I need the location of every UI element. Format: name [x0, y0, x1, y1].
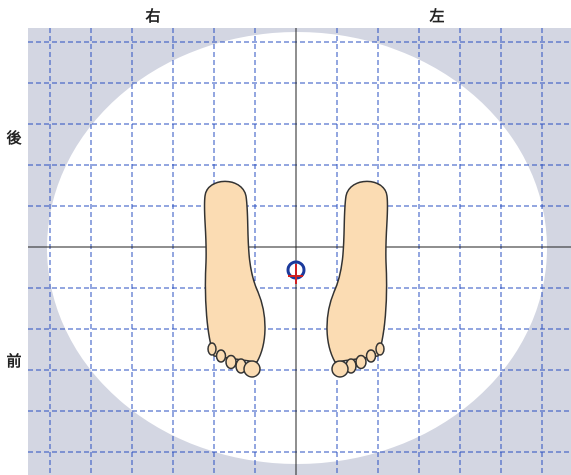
- label-left: 左: [428, 7, 444, 25]
- big-toe: [244, 361, 260, 377]
- label-front: 前: [6, 352, 21, 370]
- toe: [208, 343, 216, 355]
- label-right: 右: [145, 7, 160, 25]
- toe: [217, 350, 226, 362]
- label-back: 後: [5, 129, 22, 147]
- toe: [226, 356, 236, 369]
- stability-ellipse: [47, 32, 547, 464]
- canvas: 右 左 後 前: [0, 0, 571, 475]
- foot-balance-view: 右 左 後 前: [0, 0, 571, 475]
